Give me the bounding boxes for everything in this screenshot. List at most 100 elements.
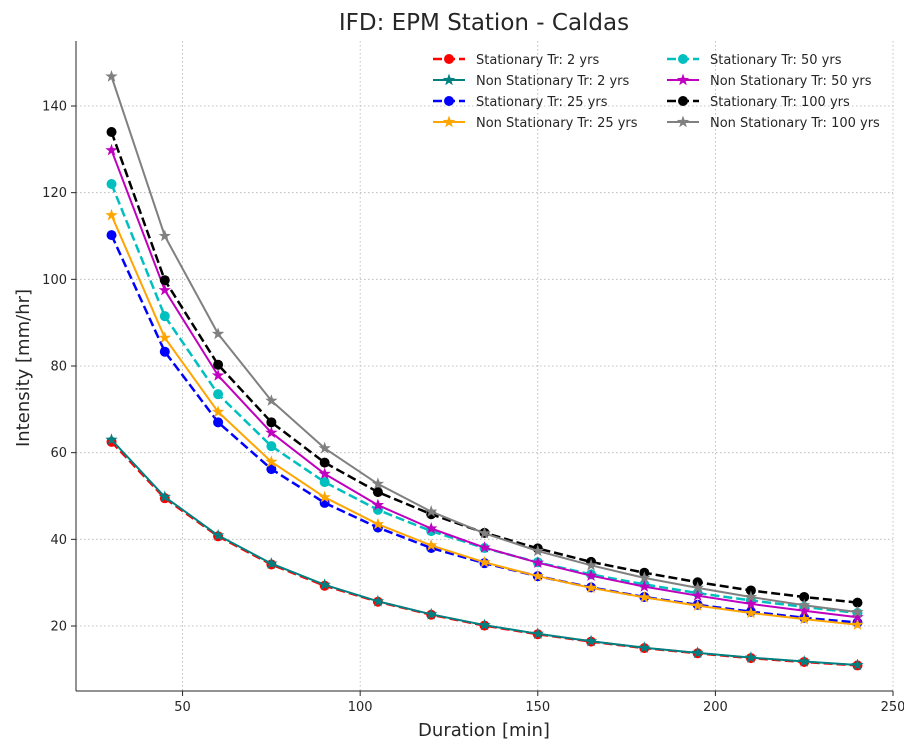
legend-item: Stationary Tr: 50 yrs xyxy=(667,53,842,68)
data-point xyxy=(531,556,544,568)
data-point xyxy=(318,490,331,503)
data-point xyxy=(371,477,385,490)
data-point xyxy=(425,607,438,620)
x-tick-label: 100 xyxy=(348,700,373,715)
legend-marker xyxy=(442,73,456,86)
legend-item: Stationary Tr: 2 yrs xyxy=(433,53,599,68)
data-point xyxy=(211,405,225,418)
data-point xyxy=(425,522,438,534)
data-point xyxy=(319,477,330,488)
data-point xyxy=(158,283,171,296)
data-point xyxy=(211,528,225,541)
data-point xyxy=(744,606,758,619)
series-group xyxy=(105,70,864,671)
series-5 xyxy=(106,179,863,618)
data-point xyxy=(691,589,704,601)
data-point xyxy=(799,591,810,602)
data-point xyxy=(478,618,491,631)
data-point xyxy=(106,127,117,137)
data-point xyxy=(371,594,385,607)
data-point xyxy=(638,590,651,603)
data-point xyxy=(105,433,118,445)
data-point xyxy=(584,634,598,647)
y-tick-label: 20 xyxy=(50,620,67,635)
data-point xyxy=(851,658,864,671)
chart-title: IFD: EPM Station - Caldas xyxy=(339,10,629,36)
data-point xyxy=(371,498,385,511)
y-tick-label: 100 xyxy=(42,273,67,288)
data-point xyxy=(478,555,491,568)
legend-item: Non Stationary Tr: 100 yrs xyxy=(667,115,880,131)
data-point xyxy=(478,526,491,539)
legend-label: Stationary Tr: 100 yrs xyxy=(710,95,850,110)
data-point xyxy=(213,359,224,370)
series-line xyxy=(110,440,858,667)
legend-label: Non Stationary Tr: 25 yrs xyxy=(476,116,638,131)
data-point xyxy=(105,143,118,156)
data-point xyxy=(266,464,277,475)
legend-label: Non Stationary Tr: 2 yrs xyxy=(476,74,630,89)
legend-item: Non Stationary Tr: 25 yrs xyxy=(433,115,638,131)
series-2 xyxy=(105,433,864,671)
data-point xyxy=(318,467,331,480)
data-point xyxy=(584,558,598,571)
legend-item: Non Stationary Tr: 2 yrs xyxy=(433,73,630,89)
legend-item: Non Stationary Tr: 50 yrs xyxy=(667,73,872,89)
data-point xyxy=(584,569,598,581)
data-point xyxy=(851,605,864,618)
data-point xyxy=(531,569,544,582)
legend-marker xyxy=(678,96,688,106)
legend-label: Non Stationary Tr: 100 yrs xyxy=(710,116,880,131)
data-point xyxy=(265,426,278,438)
data-point xyxy=(265,455,278,467)
data-point xyxy=(638,571,651,584)
legend-marker xyxy=(444,96,454,106)
data-point xyxy=(798,655,811,667)
data-point xyxy=(318,578,331,591)
y-tick-label: 80 xyxy=(50,360,67,375)
legend-marker xyxy=(444,54,454,64)
data-point xyxy=(105,70,118,82)
data-point xyxy=(425,538,438,551)
data-point xyxy=(478,541,491,553)
legend-label: Stationary Tr: 25 yrs xyxy=(476,95,608,110)
data-point xyxy=(105,208,118,221)
data-point xyxy=(852,597,863,608)
data-point xyxy=(265,557,278,569)
legend-item: Stationary Tr: 25 yrs xyxy=(433,95,608,110)
data-point xyxy=(531,627,544,640)
data-point xyxy=(158,331,171,344)
data-point xyxy=(266,441,277,452)
data-point xyxy=(106,179,117,189)
series-3 xyxy=(106,230,863,628)
data-point xyxy=(211,327,225,340)
series-1 xyxy=(106,436,863,671)
data-point xyxy=(798,598,811,611)
y-tick-label: 40 xyxy=(50,533,67,548)
data-point xyxy=(691,581,704,594)
data-point xyxy=(159,311,170,322)
data-point xyxy=(744,590,758,603)
legend-marker xyxy=(676,73,690,86)
data-point xyxy=(106,230,117,241)
data-point xyxy=(159,346,170,357)
x-axis-label: Duration [min] xyxy=(418,720,550,741)
legend-item: Stationary Tr: 100 yrs xyxy=(667,95,850,110)
data-point xyxy=(159,275,170,286)
data-point xyxy=(265,394,278,406)
data-point xyxy=(638,641,651,653)
series-8 xyxy=(105,70,864,618)
data-point xyxy=(584,581,598,594)
legend: Stationary Tr: 2 yrs Non Stationary Tr: 2… xyxy=(433,53,880,131)
x-tick-label: 250 xyxy=(881,700,904,715)
data-point xyxy=(213,417,224,428)
legend-marker xyxy=(678,54,688,64)
x-tick-label: 50 xyxy=(174,700,191,715)
data-point xyxy=(638,580,651,592)
y-tick-label: 120 xyxy=(42,186,67,201)
data-point xyxy=(744,597,758,610)
data-point xyxy=(798,604,811,617)
axes: 50 100 150 200 250 20 40 60 80 100 120 140 xyxy=(42,41,904,715)
data-point xyxy=(318,441,331,454)
